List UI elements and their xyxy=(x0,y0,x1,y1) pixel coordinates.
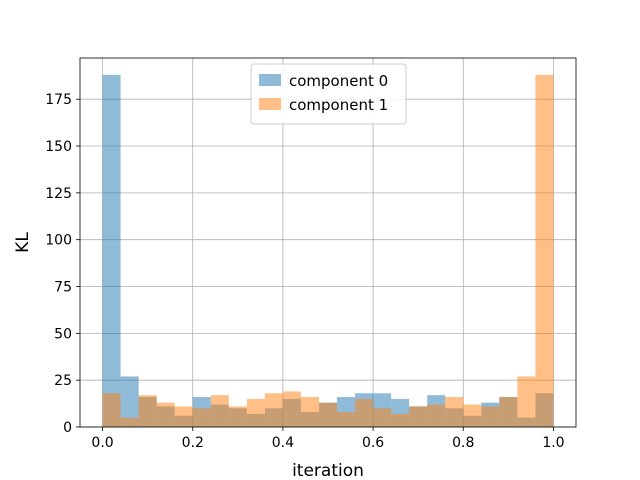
bar-series-1-bin-20 xyxy=(463,404,482,427)
bar-series-1-bin-19 xyxy=(445,397,464,427)
legend-swatch-0 xyxy=(259,74,281,86)
legend-box xyxy=(250,63,407,125)
bar-series-1-bin-21 xyxy=(481,406,500,427)
ticks: 0.0 0.2 0.4 0.6 0.8 1.0 0 25 50 75 100 125 150 175 xyxy=(45,92,564,451)
bar-series-1-bin-15 xyxy=(373,408,392,427)
bar-series-1-bin-23 xyxy=(517,376,536,427)
y-tick-label: 150 xyxy=(45,139,72,155)
bar-series-0-bin-0 xyxy=(102,74,121,428)
bar-series-1-bin-11 xyxy=(300,397,319,427)
bar-series-1-bin-0 xyxy=(102,393,121,427)
y-tick-label: 75 xyxy=(54,280,72,296)
bar-series-1-bin-3 xyxy=(156,402,175,427)
x-tick-label: 0.0 xyxy=(91,435,113,451)
bar-series-1-bin-12 xyxy=(318,402,338,427)
x-axis-label: iteration xyxy=(292,461,364,480)
bar-series-1-bin-18 xyxy=(427,404,446,427)
bar-series-1-bin-6 xyxy=(210,395,229,427)
bar-series-0-bin-1 xyxy=(120,376,139,427)
bar-series-1-bin-2 xyxy=(138,395,157,427)
bar-series-1-bin-10 xyxy=(282,391,301,427)
x-tick-label: 0.8 xyxy=(452,435,474,451)
bar-series-1-bin-8 xyxy=(246,398,265,427)
bar-series-1-bin-13 xyxy=(337,412,356,427)
legend-label-0: component 0 xyxy=(289,72,388,90)
x-tick-label: 0.6 xyxy=(362,435,384,451)
y-tick-label: 50 xyxy=(54,326,72,342)
x-tick-label: 0.4 xyxy=(272,435,294,451)
bar-series-1-bin-5 xyxy=(192,408,211,427)
y-tick-label: 125 xyxy=(45,186,72,202)
bar-series-1-bin-16 xyxy=(391,413,410,427)
y-axis-label: KL xyxy=(13,232,33,253)
legend: component 0 component 1 xyxy=(250,63,407,125)
bar-series-1-bin-1 xyxy=(120,417,139,427)
bar-series-1-bin-9 xyxy=(264,393,283,427)
y-tick-label: 175 xyxy=(45,92,72,108)
x-tick-label: 1.0 xyxy=(542,435,564,451)
bar-series-1-bin-17 xyxy=(409,406,428,427)
y-tick-label: 100 xyxy=(45,233,72,249)
bars xyxy=(102,74,554,428)
bar-series-1-bin-4 xyxy=(174,406,193,427)
bar-series-1-bin-7 xyxy=(228,406,247,427)
bar-series-1-bin-22 xyxy=(499,397,518,427)
y-tick-label: 25 xyxy=(54,373,72,389)
legend-swatch-1 xyxy=(259,98,281,110)
bar-series-1-bin-14 xyxy=(355,398,374,427)
y-tick-label: 0 xyxy=(63,420,72,436)
plot-frame xyxy=(79,57,577,428)
x-tick-label: 0.2 xyxy=(182,435,204,451)
legend-label-1: component 1 xyxy=(289,96,388,114)
bar-series-1-bin-24 xyxy=(535,74,554,428)
